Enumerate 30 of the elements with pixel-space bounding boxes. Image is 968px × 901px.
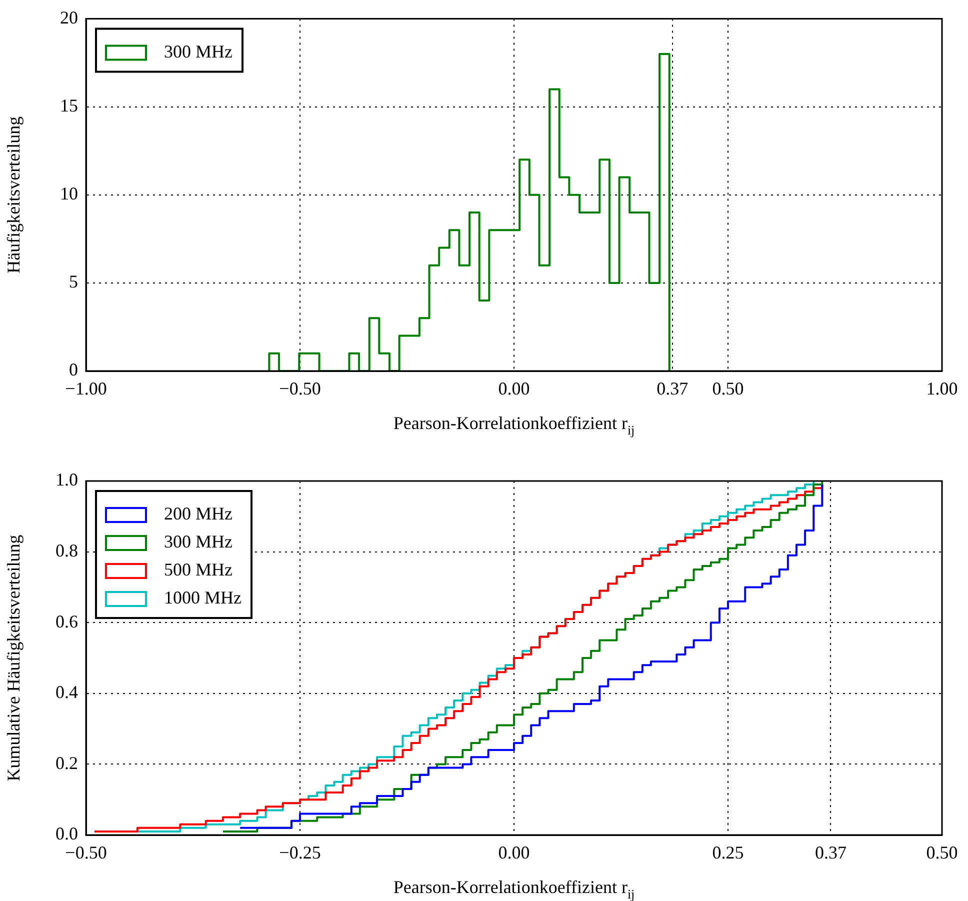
y-tick-label: 10 — [60, 184, 78, 204]
legend-label: 200 MHz — [164, 504, 233, 524]
x-tick-label: 0.37 — [814, 842, 846, 863]
y-tick-label: 0.4 — [56, 682, 78, 702]
x-tick-label: −0.25 — [279, 842, 321, 863]
x-tick-label: −0.50 — [65, 842, 107, 863]
x-tick-label: −1.00 — [65, 378, 107, 399]
y-axis-title: Häufigkeitsverteilung — [4, 116, 24, 274]
y-tick-label: 15 — [60, 96, 78, 116]
x-tick-label: 0.00 — [498, 842, 530, 863]
legend-label: 1000 MHz — [164, 588, 242, 608]
y-tick-label: 0.0 — [56, 824, 78, 844]
legend-label: 500 MHz — [164, 560, 233, 580]
y-axis-title: Kumulative Häufigkeitsverteilung — [4, 534, 24, 782]
x-tick-label: 0.37 — [656, 378, 688, 399]
y-tick-label: 0.6 — [56, 611, 78, 632]
legend-label: 300 MHz — [164, 532, 233, 552]
x-tick-label: 1.00 — [926, 378, 958, 399]
x-tick-label: 0.50 — [926, 842, 958, 863]
y-tick-label: 0 — [69, 360, 78, 380]
legend-label: 300 MHz — [164, 42, 233, 62]
x-tick-label: −0.50 — [279, 378, 321, 399]
y-tick-label: 20 — [60, 8, 78, 28]
y-tick-label: 0.2 — [56, 752, 78, 773]
x-tick-label: 0.00 — [498, 378, 530, 399]
y-tick-label: 5 — [69, 272, 78, 292]
y-tick-label: 1.0 — [56, 470, 78, 490]
y-tick-label: 0.8 — [56, 540, 78, 561]
x-tick-label: 0.25 — [712, 842, 744, 863]
x-tick-label: 0.50 — [712, 378, 744, 399]
